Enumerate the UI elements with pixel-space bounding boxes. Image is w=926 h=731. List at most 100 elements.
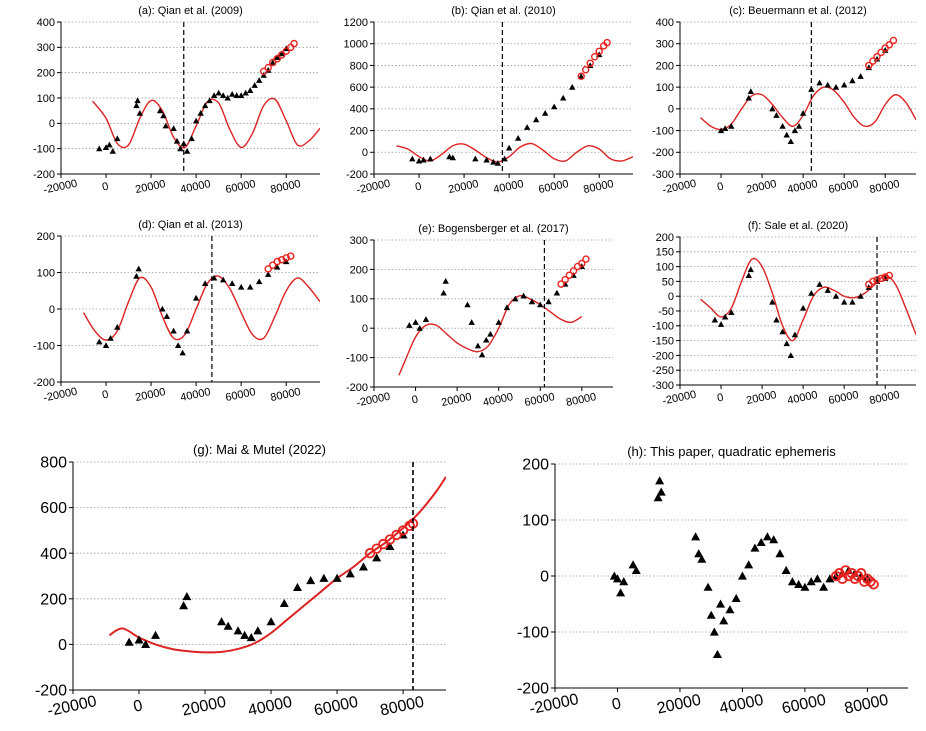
recent-point: [885, 271, 894, 280]
observed-point: [292, 582, 302, 591]
observed-point: [553, 289, 561, 296]
y-tick-label: 100: [656, 261, 674, 273]
y-tick-label: -200: [346, 169, 368, 181]
x-tick-label: 0: [414, 181, 422, 194]
y-tick-label: 400: [350, 104, 368, 116]
observed-point: [96, 338, 103, 345]
y-tick-label: 200: [37, 231, 55, 243]
observed-point: [156, 107, 164, 114]
observed-point: [406, 322, 413, 328]
observed-point: [242, 89, 249, 96]
observed-point: [840, 81, 848, 88]
observed-point: [372, 553, 382, 562]
x-tick-label: 80000: [868, 178, 900, 196]
model-curve: [700, 257, 916, 342]
observed-point: [857, 73, 864, 79]
y-tick-label: -200: [33, 169, 55, 181]
y-tick-label: 1200: [344, 17, 368, 29]
observed-point: [773, 112, 780, 118]
plot-area: [609, 476, 879, 658]
observed-point: [179, 601, 189, 610]
y-tick-label: -100: [346, 352, 368, 364]
observed-point: [501, 155, 508, 162]
observed-point: [427, 155, 434, 162]
recent-point: [877, 48, 885, 57]
y-tick-label: 800: [350, 60, 368, 72]
observed-point: [825, 574, 835, 583]
recent-point: [849, 573, 861, 584]
x-tick-label: 0: [716, 392, 724, 405]
observed-point: [274, 54, 281, 61]
observed-point: [773, 316, 780, 323]
y-tick-label: 100: [522, 513, 549, 530]
x-tick-label: 80000: [269, 178, 301, 196]
observed-point: [769, 298, 776, 305]
observed-point: [694, 549, 704, 558]
y-tick-label: 600: [350, 82, 368, 94]
observed-point: [503, 304, 511, 311]
recent-point: [595, 47, 603, 56]
plot-area: [91, 22, 320, 174]
observed-point: [197, 110, 204, 116]
recent-point: [603, 38, 611, 47]
observed-point: [219, 276, 227, 283]
observed-point: [483, 156, 490, 163]
observed-point: [135, 265, 142, 272]
x-tick-label: 40000: [786, 389, 818, 407]
recent-point: [873, 276, 881, 284]
panel-title: (c): Beuermann et al. (2012): [729, 5, 867, 17]
observed-point: [795, 123, 803, 129]
y-tick-label: 200: [656, 60, 674, 72]
observed-point: [210, 92, 218, 99]
observed-point: [163, 313, 171, 319]
observed-point: [474, 342, 482, 349]
observed-point: [107, 335, 114, 341]
panel-title: (b): Qian et al. (2010): [451, 5, 556, 17]
observed-point: [716, 599, 726, 608]
x-tick-label: 80000: [565, 391, 597, 409]
observed-point: [711, 316, 719, 323]
observed-point: [385, 541, 395, 550]
observed-point: [787, 138, 795, 144]
y-tick-label: 600: [40, 500, 67, 517]
x-tick-label: 0: [101, 389, 109, 402]
observed-point: [412, 319, 419, 325]
panel-c: (c): Beuermann et al. (2012) -300 -200 -100…: [652, 5, 916, 196]
recent-point: [273, 54, 281, 63]
y-tick-label: -100: [652, 125, 674, 137]
observed-point: [442, 277, 449, 284]
observed-point: [612, 574, 622, 583]
observed-point: [691, 532, 701, 541]
observed-point: [468, 319, 475, 325]
observed-point: [440, 289, 447, 296]
x-tick-label: 60000: [780, 692, 827, 718]
observed-point: [769, 105, 776, 112]
observed-point: [717, 127, 725, 134]
observed-point: [520, 292, 527, 299]
observed-point: [787, 352, 795, 358]
observed-point: [233, 92, 240, 99]
recent-point: [282, 254, 290, 262]
x-tick-label: 60000: [224, 386, 256, 404]
y-tick-label: 100: [37, 93, 55, 105]
observed-point: [568, 83, 576, 90]
x-tick-label: 60000: [313, 694, 360, 720]
recent-point: [885, 41, 894, 49]
observed-point: [799, 304, 807, 311]
observed-point: [783, 340, 790, 347]
observed-point: [266, 617, 276, 626]
recent-point: [264, 63, 272, 72]
recent-point: [865, 61, 873, 70]
y-tick-label: 0: [49, 304, 55, 316]
observed-point: [747, 266, 754, 273]
y-tick-label: 0: [668, 291, 674, 303]
observed-point: [541, 110, 549, 116]
observed-point: [578, 73, 585, 79]
y-tick-label: -200: [517, 681, 549, 698]
observed-point: [96, 145, 103, 152]
observed-point: [114, 324, 121, 330]
recent-point: [582, 255, 590, 263]
observed-point: [840, 298, 848, 305]
recent-point: [830, 570, 842, 582]
x-tick-label: 0: [411, 394, 419, 407]
